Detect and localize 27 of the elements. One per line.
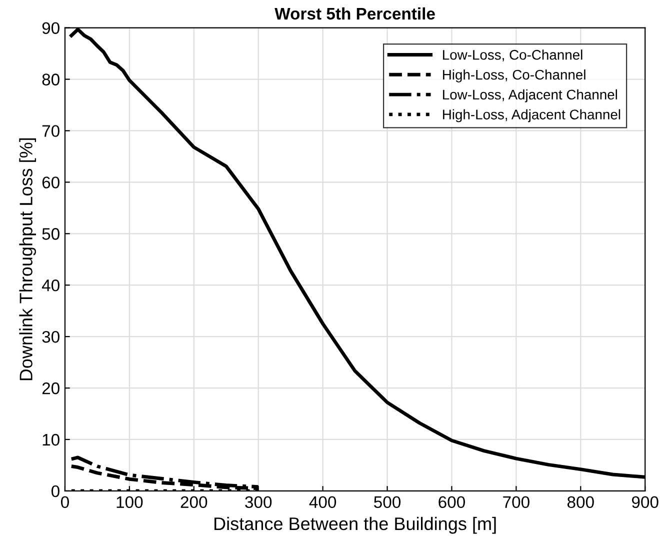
x-tick-label: 700: [503, 496, 530, 508]
chart-title: Worst 5th Percentile: [274, 7, 435, 20]
x-tick-label: 500: [374, 496, 401, 508]
legend-label: Low-Loss, Adjacent Channel: [443, 89, 617, 102]
x-tick-label: 900: [632, 496, 658, 508]
x-tick-label: 300: [245, 496, 272, 508]
y-tick-label: 80: [42, 74, 60, 86]
y-tick-label: 50: [42, 228, 60, 240]
x-axis-title: Distance Between the Buildings [m]: [214, 516, 496, 534]
y-tick-label: 20: [42, 382, 60, 394]
y-tick-label: 70: [42, 125, 60, 137]
legend-label: Low-Loss, Co-Channel: [443, 50, 582, 62]
y-tick-label: 60: [42, 176, 60, 188]
y-tick-label: 90: [42, 22, 60, 34]
y-tick-label: 10: [42, 434, 60, 446]
x-tick-label: 400: [309, 496, 336, 508]
x-tick-label: 800: [567, 496, 594, 508]
y-tick-label: 40: [42, 280, 60, 292]
y-tick-label: 0: [51, 485, 60, 498]
x-tick-label: 600: [438, 496, 465, 508]
y-axis-title: Downlink Throughput Loss [%]: [19, 138, 36, 380]
x-tick-label: 0: [60, 496, 69, 508]
legend-label: High-Loss, Co-Channel: [443, 69, 586, 82]
y-tick-label: 30: [42, 330, 60, 343]
x-tick-label: 100: [116, 496, 143, 508]
legend-label: High-Loss, Adjacent Channel: [443, 109, 620, 122]
x-tick-label: 200: [180, 496, 208, 508]
